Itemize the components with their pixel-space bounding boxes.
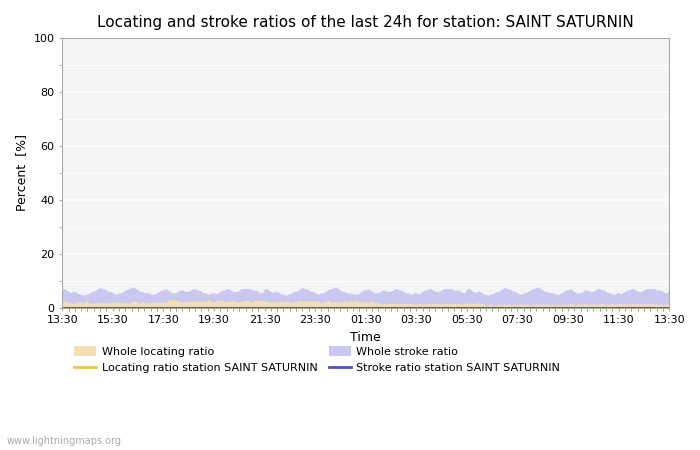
- Legend: Whole locating ratio, Locating ratio station SAINT SATURNIN, Whole stroke ratio,: Whole locating ratio, Locating ratio sta…: [69, 342, 565, 378]
- Title: Locating and stroke ratios of the last 24h for station: SAINT SATURNIN: Locating and stroke ratios of the last 2…: [97, 15, 634, 30]
- Y-axis label: Percent  [%]: Percent [%]: [15, 134, 28, 212]
- Text: www.lightningmaps.org: www.lightningmaps.org: [7, 436, 122, 446]
- X-axis label: Time: Time: [350, 331, 381, 344]
